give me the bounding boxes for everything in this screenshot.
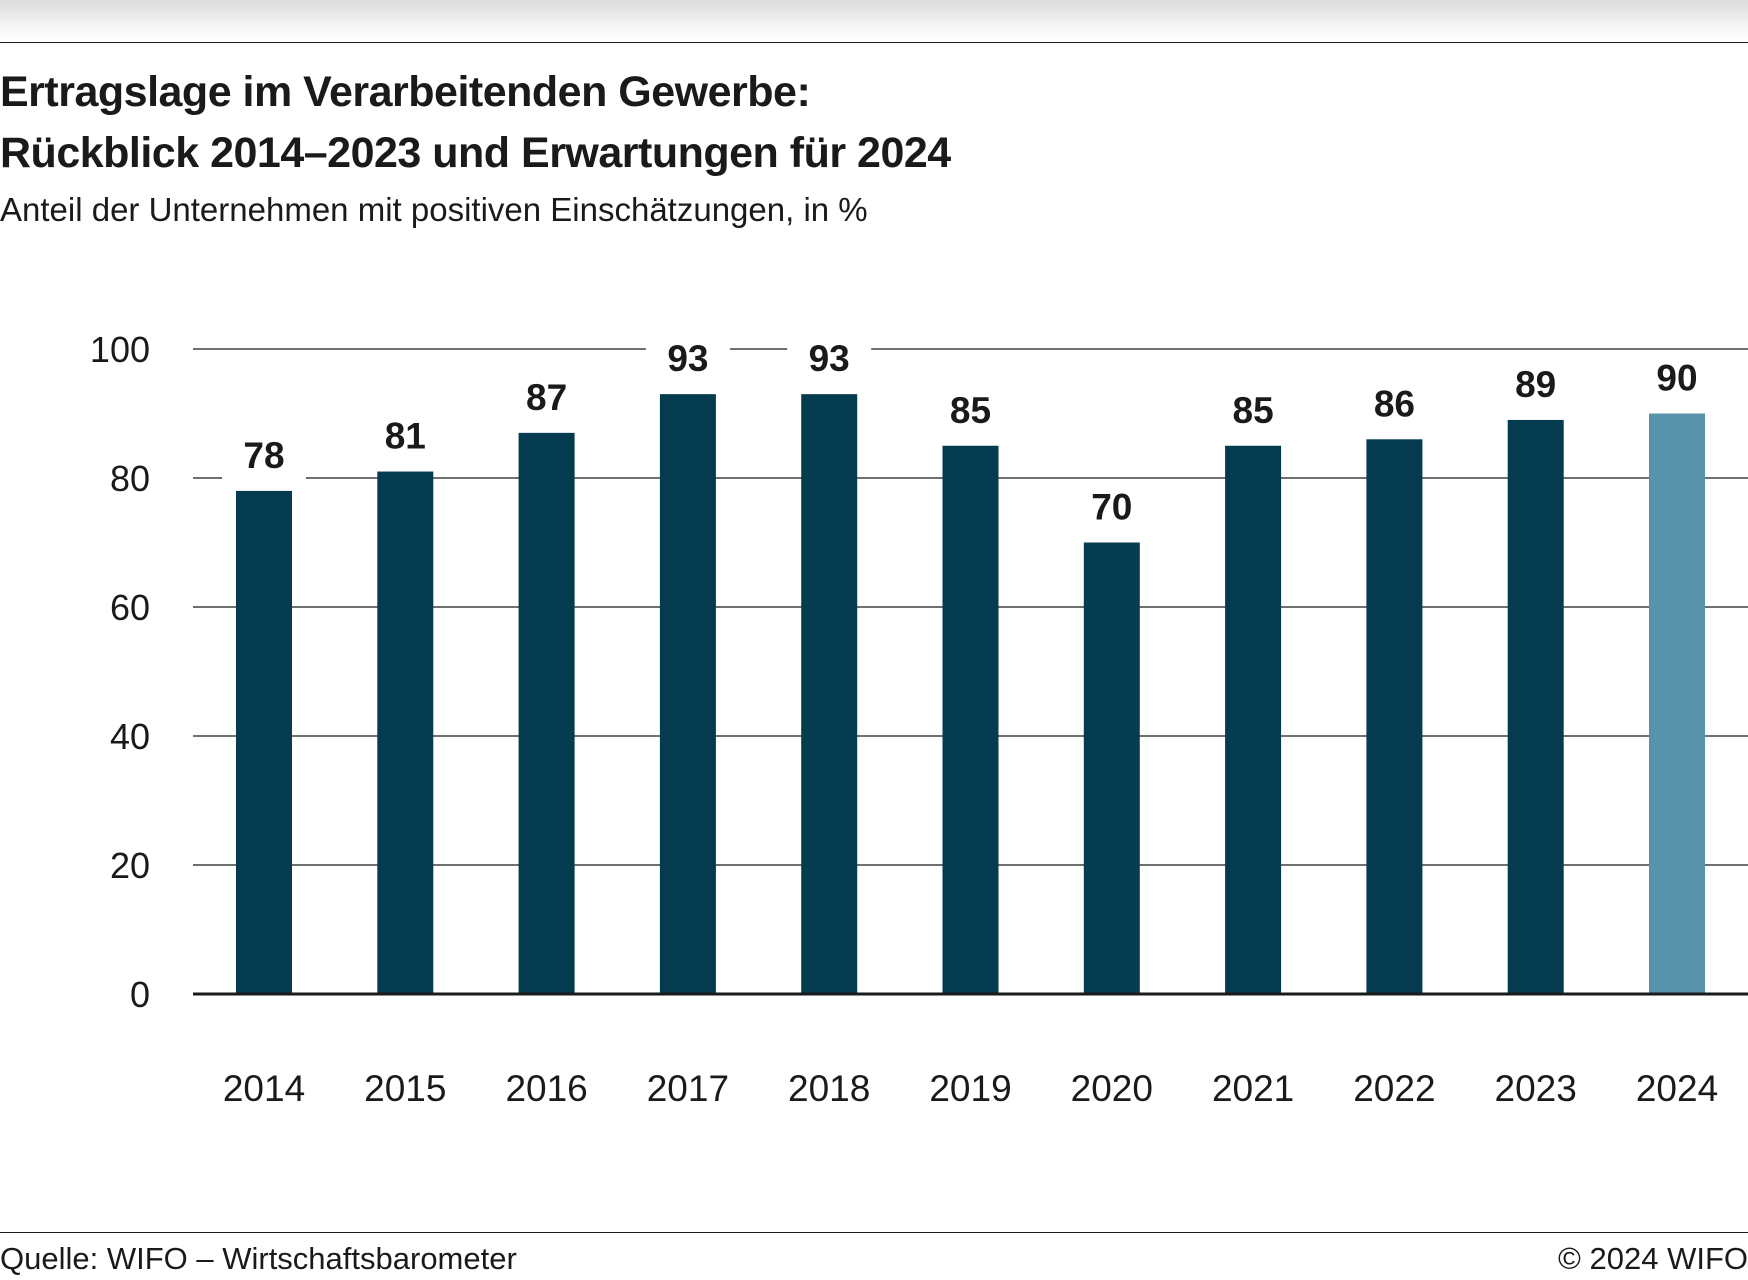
y-tick-label: 80 xyxy=(110,458,150,499)
value-label-backdrop xyxy=(645,337,730,384)
y-tick-label: 100 xyxy=(90,329,150,370)
value-label-backdrop xyxy=(1352,382,1437,429)
x-tick-label: 2023 xyxy=(1495,1068,1577,1109)
bar xyxy=(801,394,858,994)
x-tick-label: 2024 xyxy=(1636,1068,1718,1109)
copyright-note: © 2024 WIFO xyxy=(1558,1241,1748,1276)
chart-title-line-2: Rückblick 2014–2023 und Erwartungen für … xyxy=(0,129,951,177)
bar xyxy=(1507,419,1564,994)
bar xyxy=(659,394,716,994)
x-tick-label: 2021 xyxy=(1212,1068,1294,1109)
x-tick-label: 2020 xyxy=(1071,1068,1153,1109)
x-tick-label: 2018 xyxy=(788,1068,870,1109)
top-shade xyxy=(0,0,1748,40)
source-note: Quelle: WIFO – Wirtschaftsbarometer xyxy=(0,1241,517,1276)
bar xyxy=(1083,542,1140,994)
bar xyxy=(1225,445,1282,994)
top-divider xyxy=(0,42,1748,43)
bottom-divider xyxy=(0,1232,1748,1233)
value-label: 89 xyxy=(1515,364,1556,405)
value-label: 78 xyxy=(243,435,284,476)
bar xyxy=(942,445,999,994)
value-label-backdrop xyxy=(928,388,1013,435)
value-label: 93 xyxy=(667,338,708,379)
chart-title-line-1: Ertragslage im Verarbeitenden Gewerbe: xyxy=(0,68,811,116)
value-label-backdrop xyxy=(1211,388,1296,435)
x-tick-label: 2016 xyxy=(505,1068,587,1109)
x-tick-label: 2019 xyxy=(929,1068,1011,1109)
value-label-backdrop xyxy=(504,375,589,422)
value-label-backdrop xyxy=(1493,362,1578,409)
y-tick-label: 20 xyxy=(110,845,150,886)
chart-subtitle: Anteil der Unternehmen mit positiven Ein… xyxy=(0,191,868,228)
value-label: 85 xyxy=(1233,390,1274,431)
bar xyxy=(518,432,575,995)
value-label-backdrop xyxy=(787,337,872,384)
value-label-backdrop xyxy=(1069,485,1154,532)
value-label-backdrop xyxy=(1635,356,1719,403)
value-label: 81 xyxy=(385,416,426,457)
y-tick-label: 40 xyxy=(110,716,150,757)
value-label: 90 xyxy=(1656,358,1697,399)
chart-title: Ertragslage im Verarbeitenden Gewerbe: R… xyxy=(0,62,1700,184)
bar xyxy=(1649,413,1705,994)
y-tick-label: 0 xyxy=(130,974,150,1015)
bar-chart: 0 20 40 60 80 100 78 2014 81 2015 87 2016 93 2017 93 20… xyxy=(90,329,1748,1109)
value-label: 70 xyxy=(1091,487,1132,528)
y-tick-label: 60 xyxy=(110,587,150,628)
bar xyxy=(1366,439,1423,994)
value-label: 87 xyxy=(526,377,567,418)
value-label-backdrop xyxy=(363,414,448,461)
bar xyxy=(377,471,434,994)
x-tick-label: 2015 xyxy=(364,1068,446,1109)
x-tick-label: 2022 xyxy=(1353,1068,1435,1109)
value-label-backdrop xyxy=(222,433,306,480)
value-label: 85 xyxy=(950,390,991,431)
x-tick-label: 2017 xyxy=(647,1068,729,1109)
value-label: 86 xyxy=(1374,383,1415,424)
value-label: 93 xyxy=(809,338,850,379)
x-tick-label: 2014 xyxy=(223,1068,305,1109)
bar xyxy=(236,490,292,994)
